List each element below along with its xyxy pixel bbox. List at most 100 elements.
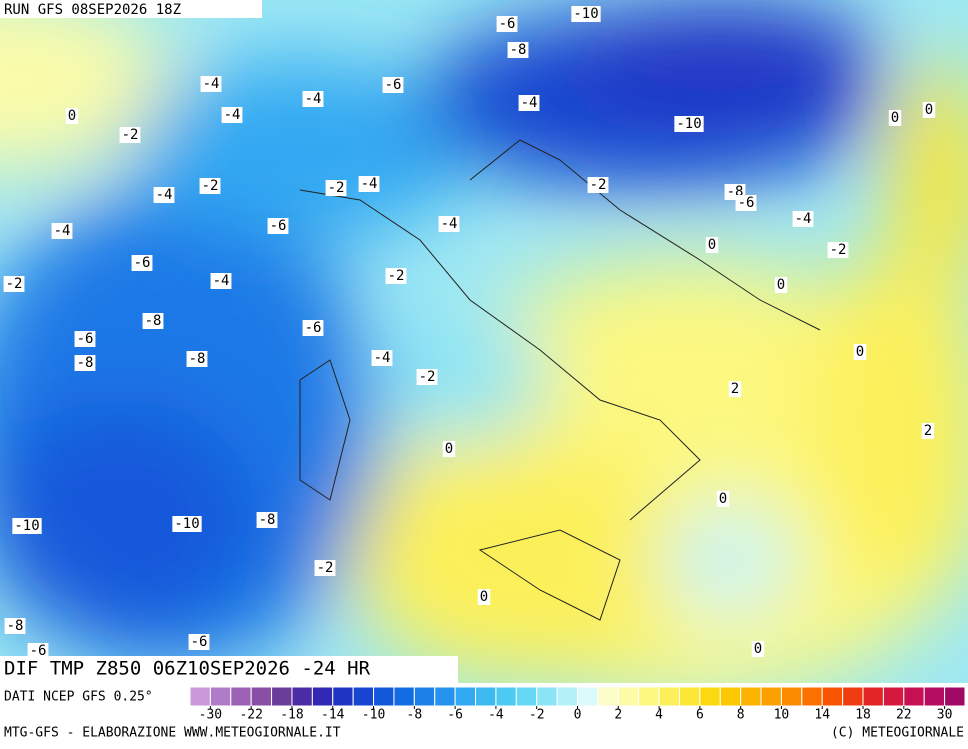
contour-label-box (256, 512, 278, 528)
contour-label-box (200, 76, 222, 92)
contour-label: -4 (224, 107, 241, 123)
contour-label: -2 (388, 268, 405, 284)
colorbar-swatch (250, 686, 273, 707)
contour-label: 0 (856, 344, 864, 360)
colorbar-tick-label: 18 (855, 708, 871, 723)
colorbar-swatch (556, 686, 579, 707)
contour-label: -8 (510, 42, 527, 58)
contour-label: -2 (202, 178, 219, 194)
contour-label-box (416, 369, 438, 385)
colorbar-swatch (230, 686, 252, 707)
contour-label: 0 (777, 277, 785, 293)
contour-label-box (12, 518, 42, 534)
contour-label: -4 (521, 95, 538, 111)
contour-label-box (751, 641, 765, 657)
colorbar-swatch (352, 686, 375, 707)
contour-label: -4 (361, 176, 378, 192)
contour-label: -2 (122, 127, 139, 143)
source-label: DATI NCEP GFS 0.25° (4, 690, 153, 705)
colorbar-tick-label: -14 (321, 708, 345, 723)
contour-label: -10 (676, 116, 701, 132)
contour-label: -8 (145, 313, 162, 329)
colorbar-swatch (821, 686, 844, 707)
contour-label-box (774, 277, 788, 293)
colorbar-swatch (719, 686, 742, 707)
contour-label: -8 (7, 618, 24, 634)
colorbar-swatch (617, 686, 640, 707)
contour-label: -6 (134, 255, 151, 271)
contour-label: -6 (499, 16, 516, 32)
contour-label-box (922, 102, 936, 118)
colorbar-swatch (903, 686, 925, 707)
contour-label-box (496, 16, 518, 32)
footer-right: (C) METEOGIORNALE (831, 726, 964, 741)
colorbar-swatch (944, 686, 966, 707)
field-box (0, 656, 458, 683)
contour-label-box (385, 268, 407, 284)
contour-label-box (325, 180, 347, 196)
colorbar-tick-label: -18 (280, 708, 303, 723)
contour-label: -2 (419, 369, 436, 385)
contour-label-box (27, 643, 49, 659)
contour-label-box (172, 516, 202, 532)
contour-label: 0 (719, 491, 727, 507)
colorbar-tick-label: 4 (655, 708, 663, 723)
contour-label: -6 (305, 320, 322, 336)
colorbar-swatch (209, 686, 232, 707)
colorbar-swatch (536, 686, 558, 707)
contour-label-box (3, 276, 25, 292)
contour-label: 0 (925, 102, 933, 118)
contour-label-box (358, 176, 380, 192)
contour-label: -6 (385, 77, 402, 93)
contour-label: -6 (30, 643, 47, 659)
contour-label-box (210, 273, 232, 289)
contour-label: 2 (731, 381, 739, 397)
colorbar-swatch (862, 686, 884, 707)
colorbar-swatch (760, 686, 782, 707)
contour-label: -10 (14, 518, 39, 534)
contour-label: -2 (317, 560, 334, 576)
contour-label-box (827, 242, 849, 258)
contour-label-box (705, 237, 719, 253)
colorbar-tick-label: 14 (814, 708, 830, 723)
contour-label: -6 (270, 218, 287, 234)
contour-label: -4 (441, 216, 458, 232)
colorbar-swatch (597, 686, 619, 707)
colorbar-swatch (515, 686, 538, 707)
colorbar-tick-label: 10 (774, 708, 790, 723)
colorbar-tick-label: -6 (447, 708, 463, 723)
colorbar-swatch (189, 686, 211, 707)
contour-label-box (518, 95, 540, 111)
colorbar-swatch (658, 686, 680, 707)
contour-label: -4 (795, 211, 812, 227)
colorbar-swatch (454, 686, 477, 707)
contour-label: -8 (189, 351, 206, 367)
contour-label-box (477, 589, 491, 605)
contour-label-box (442, 441, 456, 457)
contour-label: -8 (77, 355, 94, 371)
contour-label-box (74, 355, 96, 371)
colorbar-swatch (577, 686, 599, 707)
contour-label-box (188, 634, 210, 650)
colorbar-swatch (311, 686, 334, 707)
field-label: DIF TMP Z850 06Z10SEP2026 -24 HR (4, 658, 371, 680)
contour-label-box (221, 107, 243, 123)
contour-label-box (728, 381, 742, 397)
colorbar-tick-label: -8 (407, 708, 423, 723)
contour-label: 0 (708, 237, 716, 253)
contour-label: -2 (590, 177, 607, 193)
contour-label: 0 (445, 441, 453, 457)
colorbar-tick-label: 0 (574, 708, 582, 723)
contour-label: -2 (830, 242, 847, 258)
temperature-field (0, 0, 968, 683)
colorbar-swatch (638, 686, 660, 707)
contour-label-box (267, 218, 289, 234)
contour-label-box (4, 618, 26, 634)
colorbar-swatch (495, 686, 517, 707)
contour-label-box (199, 178, 221, 194)
contour-label: 0 (891, 110, 899, 126)
contour-label: 0 (480, 589, 488, 605)
colorbar-swatch (842, 686, 864, 707)
contour-label-box (302, 320, 324, 336)
colorbar-swatch (678, 686, 701, 707)
